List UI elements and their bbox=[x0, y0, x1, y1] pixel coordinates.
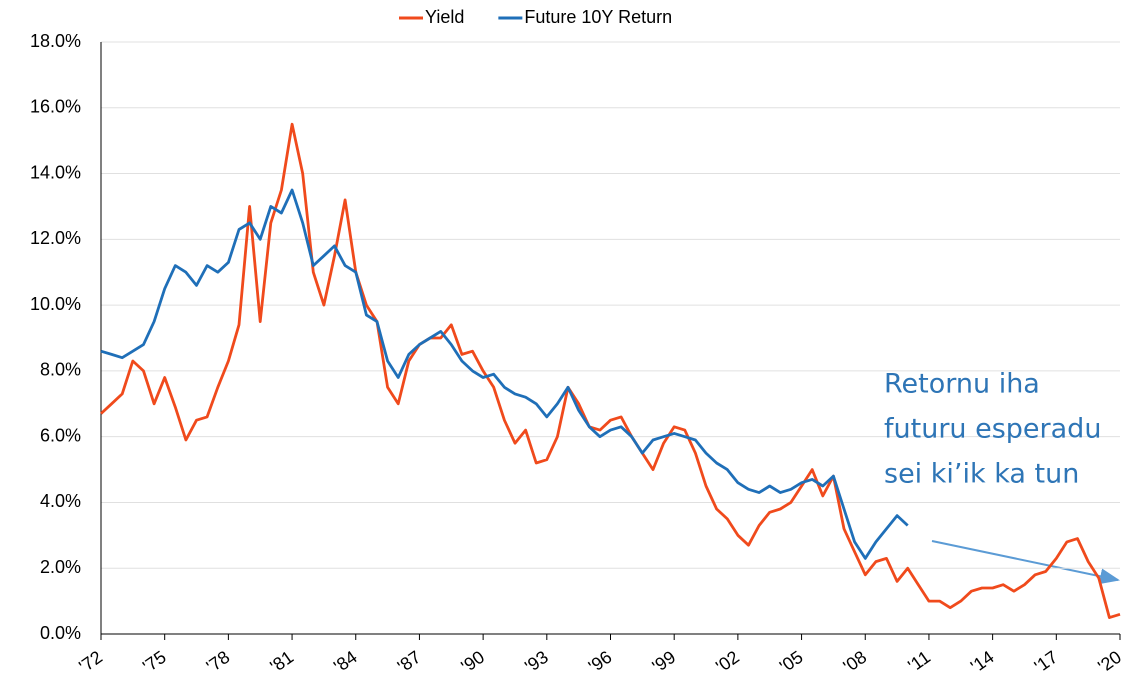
x-tick-label: '84 bbox=[330, 647, 361, 674]
x-tick-label: '72 bbox=[75, 647, 106, 674]
y-tick-label: 4.0% bbox=[40, 491, 81, 511]
x-tick-label: '99 bbox=[649, 647, 680, 674]
y-tick-label: 8.0% bbox=[40, 360, 81, 380]
y-tick-label: 10.0% bbox=[30, 294, 81, 314]
line-series bbox=[100, 122, 1121, 619]
x-tick-label: '96 bbox=[585, 647, 616, 674]
y-tick-label: 0.0% bbox=[40, 623, 81, 643]
line-series bbox=[100, 188, 909, 560]
x-tick-label: '02 bbox=[712, 647, 743, 674]
legend-label: Future 10Y Return bbox=[524, 7, 672, 27]
x-tick-label: '93 bbox=[521, 647, 552, 674]
y-tick-label: 18.0% bbox=[30, 31, 81, 51]
y-tick-label: 14.0% bbox=[30, 162, 81, 182]
x-tick-label: '90 bbox=[457, 647, 488, 674]
x-tick-label: '08 bbox=[840, 647, 871, 674]
y-tick-label: 12.0% bbox=[30, 228, 81, 248]
x-tick-label: '14 bbox=[967, 647, 998, 674]
x-tick-label: '17 bbox=[1031, 647, 1062, 674]
annotation: Retornu iha bbox=[884, 369, 1040, 400]
y-tick-label: 16.0% bbox=[30, 97, 81, 117]
annotation: futuru esperadu bbox=[884, 414, 1101, 445]
y-tick-label: 6.0% bbox=[40, 425, 81, 445]
x-tick-label: '11 bbox=[904, 647, 934, 674]
x-tick-label: '78 bbox=[203, 647, 234, 674]
x-tick-label: '05 bbox=[776, 647, 807, 674]
x-tick-label: '20 bbox=[1094, 647, 1125, 674]
annotation-arrow bbox=[931, 540, 1120, 585]
x-tick-label: '81 bbox=[266, 647, 297, 674]
legend-label: Yield bbox=[425, 7, 464, 27]
y-tick-label: 2.0% bbox=[40, 557, 81, 577]
x-tick-label: '87 bbox=[394, 647, 425, 674]
annotation: sei ki’ik ka tun bbox=[884, 459, 1079, 490]
x-tick-label: '75 bbox=[139, 647, 170, 674]
